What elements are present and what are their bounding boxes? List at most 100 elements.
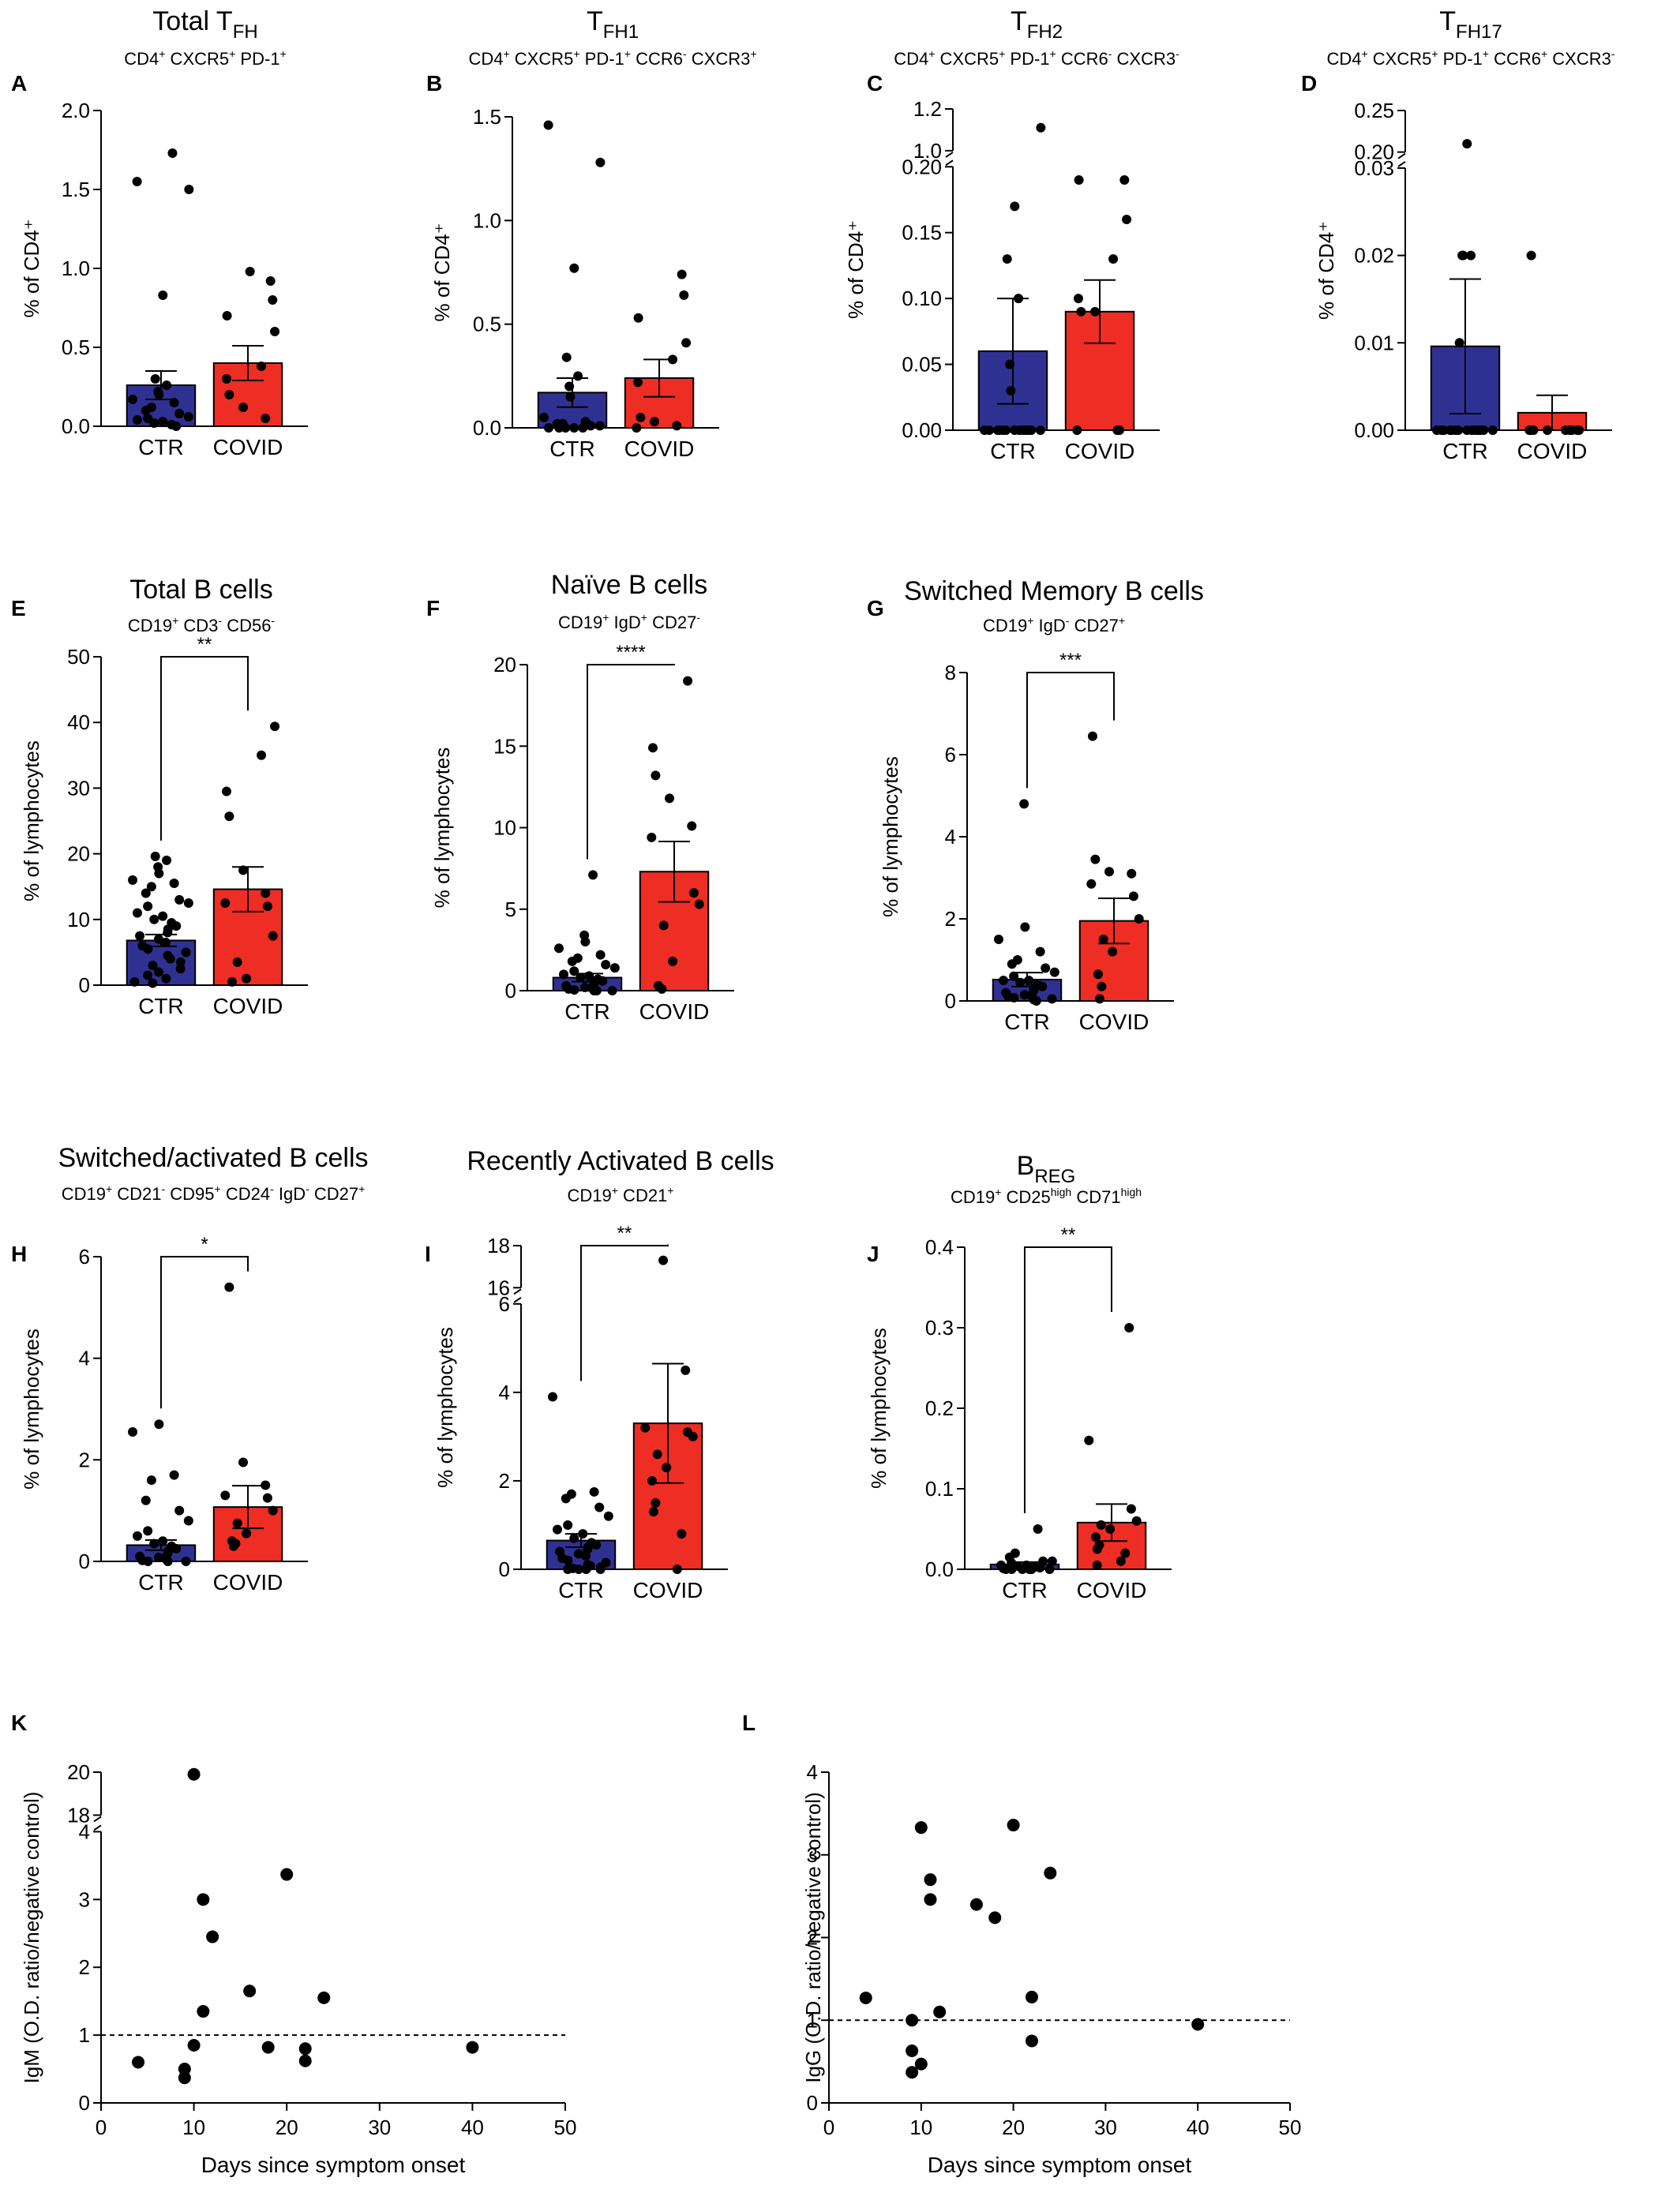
data-point [906, 2044, 919, 2058]
data-point [1007, 1565, 1017, 1574]
data-point [1098, 935, 1108, 944]
axis-break-mark [93, 1824, 102, 1831]
data-point [174, 894, 185, 905]
data-point [668, 354, 678, 365]
x-tick-label: 0 [96, 2116, 107, 2139]
data-point [563, 1520, 573, 1530]
data-point [262, 901, 272, 912]
significance-stars: ** [1061, 1224, 1076, 1246]
panel-title: Switched/activated B cells [58, 1143, 368, 1173]
data-point [141, 406, 151, 415]
y-tick-label: 0.5 [473, 313, 501, 336]
data-point [589, 1486, 599, 1497]
data-point [261, 414, 271, 423]
data-point [1035, 1562, 1045, 1572]
data-point [647, 1475, 657, 1486]
data-point [1104, 867, 1115, 877]
data-point [1120, 1548, 1131, 1558]
y-tick-label: 1.0 [913, 139, 942, 163]
x-tick-label: 20 [1002, 2116, 1025, 2139]
y-tick-label: 0.15 [902, 221, 942, 245]
data-point [242, 1528, 252, 1538]
data-point [197, 2005, 210, 2018]
y-tick-label: 2 [79, 1448, 90, 1471]
x-tick-label: 20 [276, 2116, 298, 2139]
panel-I: I % of lymphocytes 0 2 4 616 18 CTR COVID ** [425, 1223, 728, 1602]
data-point [1076, 306, 1086, 317]
data-point [548, 1392, 558, 1402]
data-point [146, 882, 156, 892]
panel-subtitle: CD19+ CD21- CD95+ CD24- IgD- CD27+ [62, 1182, 366, 1204]
data-point [553, 1524, 563, 1535]
data-point [1086, 879, 1097, 889]
data-point [607, 986, 617, 995]
y-tick-label: 4 [807, 1760, 818, 1784]
data-point [163, 1557, 173, 1566]
y-tick-label: 0 [499, 1557, 510, 1581]
y-tick-label: 2 [499, 1469, 510, 1493]
panel-title: BREG [1017, 1151, 1076, 1187]
y-tick-label: 16 [487, 1276, 510, 1299]
data-point [158, 290, 168, 300]
data-point [224, 1282, 234, 1292]
data-point [933, 2005, 947, 2018]
y-tick-label: 6 [79, 1245, 90, 1269]
y-tick-label: 1.2 [913, 97, 942, 121]
data-point [632, 423, 642, 433]
panel-E: E % of lymphocytes 0 10 20 30 40 50 CTR COVID ** [11, 596, 308, 1018]
axis-break-mark [1397, 152, 1406, 159]
panel-H: H % of lymphocytes 0 2 4 6 CTR COVID * [11, 1234, 308, 1595]
panel-title: Total B cells [129, 575, 272, 605]
y-tick-label: 1 [807, 2008, 818, 2032]
y-axis-title: % of lymphocytes [20, 1329, 43, 1490]
data-point [261, 888, 271, 898]
data-point [595, 950, 606, 960]
data-point [561, 1494, 571, 1504]
data-point [161, 973, 171, 984]
data-point [1476, 425, 1486, 435]
data-point [668, 956, 678, 966]
y-tick-label: 0.00 [902, 418, 942, 442]
data-point [1124, 1323, 1134, 1332]
data-point [1035, 946, 1045, 957]
data-point [573, 371, 583, 381]
data-point [206, 1930, 219, 1943]
y-tick-label: 0.02 [1354, 244, 1394, 268]
x-category-label: COVID [213, 435, 283, 459]
panel-letter: E [11, 596, 26, 620]
panel-letter: I [425, 1242, 431, 1266]
y-tick-label: 8 [945, 661, 956, 684]
data-point [298, 2054, 312, 2067]
data-point [1116, 1556, 1126, 1566]
y-tick-label: 1.0 [62, 257, 90, 280]
data-point [1025, 1990, 1038, 2003]
data-point [171, 921, 182, 931]
significance-stars: *** [1059, 650, 1082, 671]
x-category-label: CTR [558, 1578, 604, 1602]
y-axis-title: % of lymphocytes [430, 748, 454, 909]
significance-bracket [159, 1256, 249, 1409]
panel-title: TFH2 [1011, 6, 1063, 43]
data-point [1015, 977, 1026, 988]
data-point [143, 944, 153, 954]
data-point [181, 1557, 191, 1566]
data-point [1096, 1520, 1106, 1530]
data-point [1454, 338, 1464, 348]
significance-bracket [159, 656, 249, 841]
data-point [1020, 922, 1030, 932]
data-point [1526, 250, 1536, 260]
data-point [1001, 425, 1011, 435]
data-point [984, 425, 995, 435]
data-point [153, 1552, 163, 1562]
x-category-label: COVID [624, 437, 695, 461]
data-point [906, 2066, 919, 2079]
data-point [594, 421, 605, 431]
y-tick-label: 1.5 [473, 105, 501, 129]
data-point [650, 417, 660, 427]
data-point [569, 263, 579, 273]
panel-letter: J [867, 1242, 879, 1266]
data-point [598, 976, 608, 986]
y-tick-label: 0 [505, 979, 516, 1003]
data-point [1131, 1516, 1142, 1526]
